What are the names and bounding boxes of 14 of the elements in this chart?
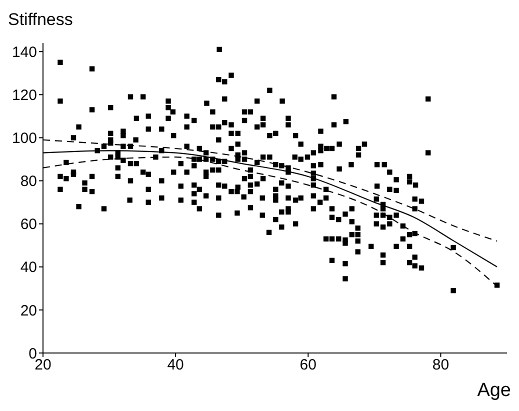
y-tick-label: 40 (20, 259, 37, 276)
y-tick-label: 20 (20, 302, 37, 320)
y-tick-label: 120 (12, 86, 37, 104)
x-tick-label: 60 (300, 356, 316, 374)
y-tick-label: 60 (20, 216, 37, 234)
y-tick-label: 100 (12, 130, 37, 148)
x-tick-label: 20 (34, 356, 52, 374)
x-tick-label: 80 (432, 356, 450, 374)
x-tick-label: 40 (167, 356, 184, 374)
y-tick-label: 80 (20, 173, 37, 190)
x-axis-title: Age (477, 380, 511, 402)
y-tick-label: 0 (28, 345, 37, 362)
y-tick-label: 140 (12, 44, 37, 61)
y-axis-title: Stiffness (8, 10, 73, 30)
